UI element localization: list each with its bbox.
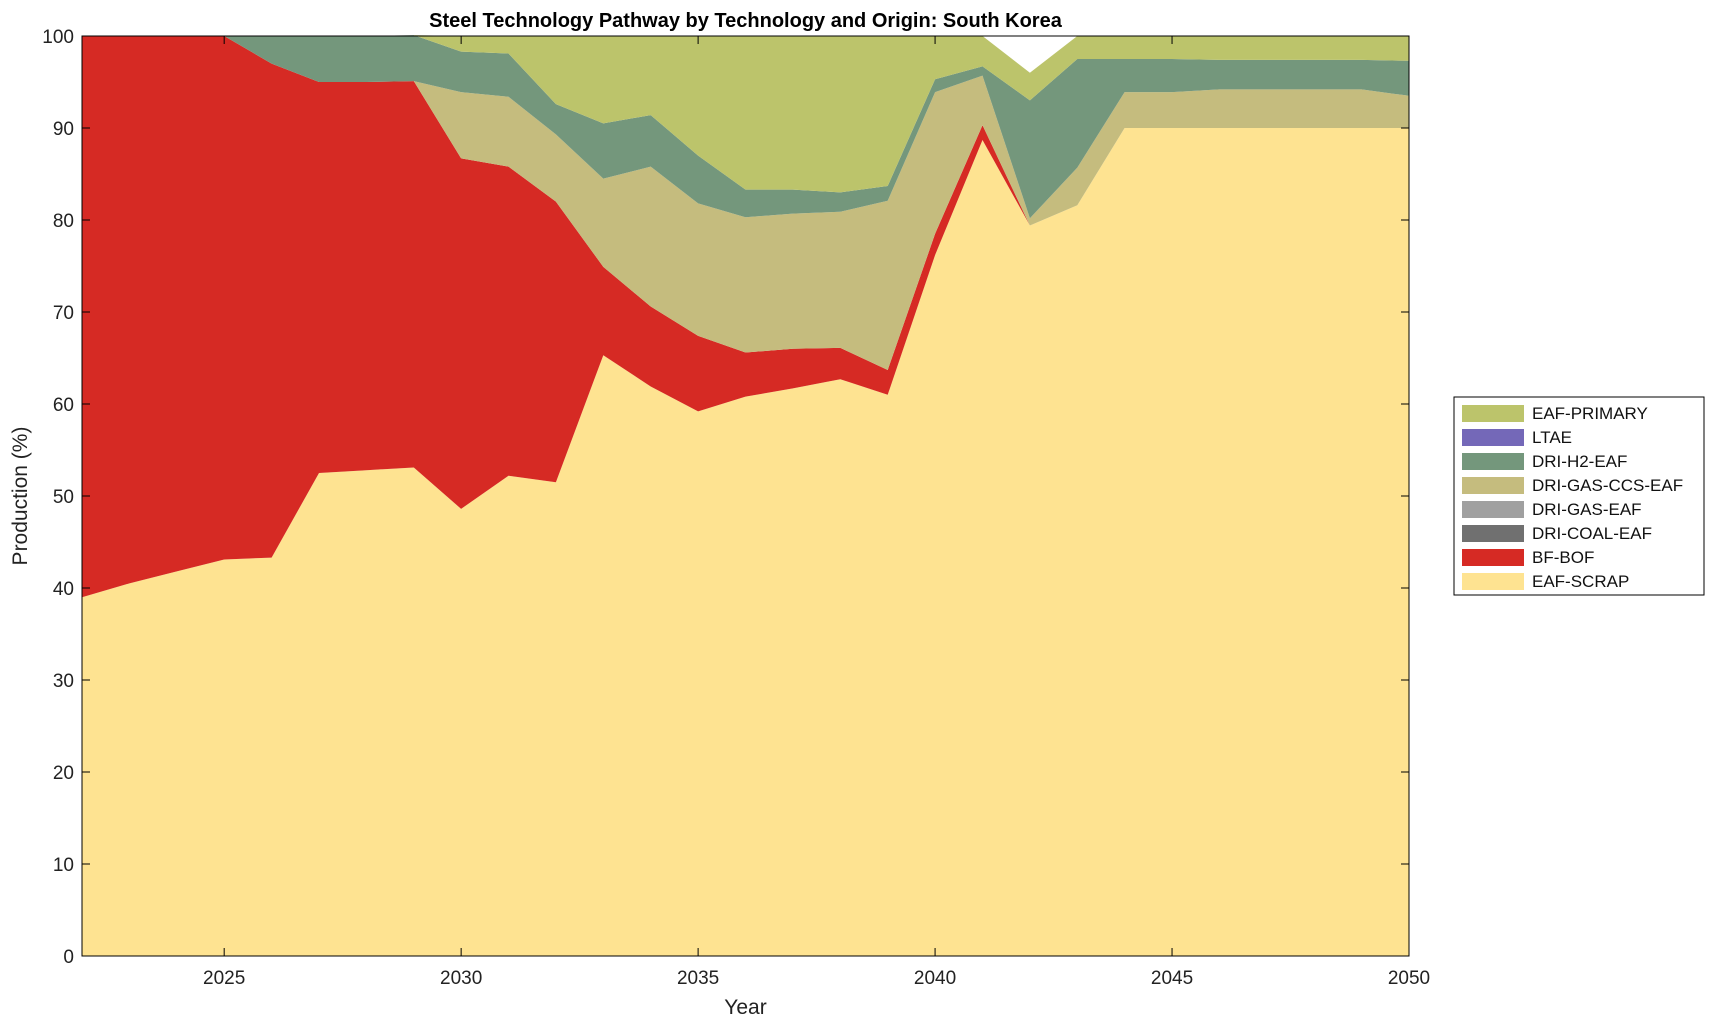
legend: EAF-PRIMARY LTAE DRI-H2-EAF DRI-GAS-CCS-EAF…: [1453, 396, 1705, 596]
legend-swatch: [1462, 525, 1524, 542]
axes-group: 2025 2030 2035 2040 2045 20500102030405060708…: [42, 27, 1430, 989]
y-tick-label: 20: [53, 763, 74, 784]
area-dri-gas-ccs-eaf: [82, 36, 1409, 370]
legend-label: BF-BOF: [1532, 548, 1594, 567]
legend-swatch: [1462, 549, 1524, 566]
y-axis-title: Production (%): [9, 427, 32, 566]
legend-swatch: [1462, 477, 1524, 494]
y-tick-label: 40: [53, 579, 74, 600]
x-tick-label: 2045: [1151, 968, 1193, 989]
y-tick-label: 10: [53, 855, 74, 876]
legend-label: DRI-GAS-CCS-EAF: [1532, 476, 1683, 495]
y-tick-label: 100: [42, 27, 74, 48]
area-dri-h2-eaf: [82, 35, 1409, 219]
y-tick-label: 50: [53, 487, 74, 508]
x-tick-label: 2040: [914, 968, 956, 989]
legend-label: DRI-H2-EAF: [1532, 452, 1627, 471]
y-tick-label: 90: [53, 119, 74, 140]
area-series-group: [82, 35, 1409, 956]
x-axis-title: Year: [724, 996, 766, 1019]
y-tick-label: 60: [53, 395, 74, 416]
legend-label: LTAE: [1532, 428, 1572, 447]
legend-label: DRI-COAL-EAF: [1532, 524, 1652, 543]
legend-swatch: [1462, 405, 1524, 422]
legend-swatch: [1462, 573, 1524, 590]
y-tick-label: 30: [53, 671, 74, 692]
area-eaf-primary: [82, 35, 1409, 193]
y-tick-label: 0: [63, 947, 74, 968]
y-tick-label: 80: [53, 211, 74, 232]
area-bf-bof: [82, 36, 1409, 598]
legend-label: EAF-PRIMARY: [1532, 404, 1648, 423]
legend-label: EAF-SCRAP: [1532, 572, 1629, 591]
x-tick-label: 2035: [677, 968, 719, 989]
area-eaf-scrap: [82, 128, 1409, 956]
legend-label: DRI-GAS-EAF: [1532, 500, 1642, 519]
x-tick-label: 2030: [440, 968, 482, 989]
legend-swatch: [1462, 501, 1524, 518]
legend-swatch: [1462, 453, 1524, 470]
x-tick-label: 2050: [1388, 968, 1430, 989]
y-tick-label: 70: [53, 303, 74, 324]
chart-title: Steel Technology Pathway by Technology a…: [429, 10, 1063, 32]
x-tick-label: 2025: [203, 968, 245, 989]
legend-swatch: [1462, 429, 1524, 446]
